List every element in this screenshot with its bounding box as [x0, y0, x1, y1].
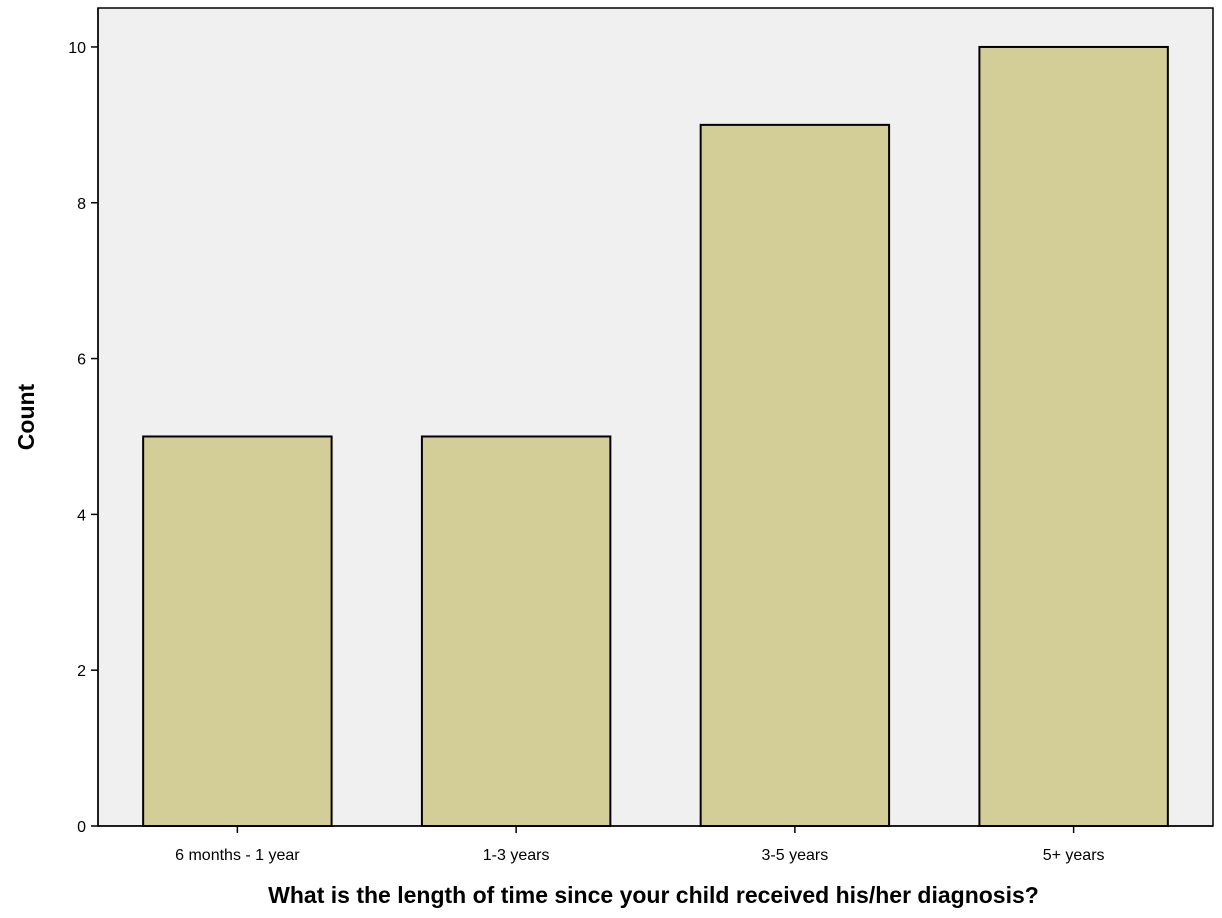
y-axis-title: Count	[13, 383, 39, 450]
x-tick-label-1: 1-3 years	[483, 847, 550, 864]
bar-3	[978, 45, 1169, 827]
x-tick-label-0: 6 months - 1 year	[175, 847, 300, 864]
bar-1	[420, 435, 612, 827]
bar-2	[699, 123, 891, 828]
x-axis-title: What is the length of time since your ch…	[268, 882, 1039, 908]
bars-group	[142, 45, 1169, 828]
y-tick-label-3: 6	[77, 352, 86, 369]
y-tick-label-0: 0	[77, 819, 86, 836]
y-tick-label-4: 8	[77, 196, 86, 213]
x-axis: 6 months - 1 year 1-3 years 3-5 years 5+ ye…	[98, 825, 1213, 864]
y-axis: 0 2 4 6 8 10	[68, 8, 99, 836]
x-tick-label-3: 5+ years	[1043, 847, 1105, 864]
bar-0	[142, 435, 333, 827]
y-tick-label-5: 10	[68, 40, 86, 57]
y-tick-label-2: 4	[77, 507, 86, 524]
y-tick-label-1: 2	[77, 663, 86, 680]
x-tick-label-2: 3-5 years	[762, 847, 829, 864]
